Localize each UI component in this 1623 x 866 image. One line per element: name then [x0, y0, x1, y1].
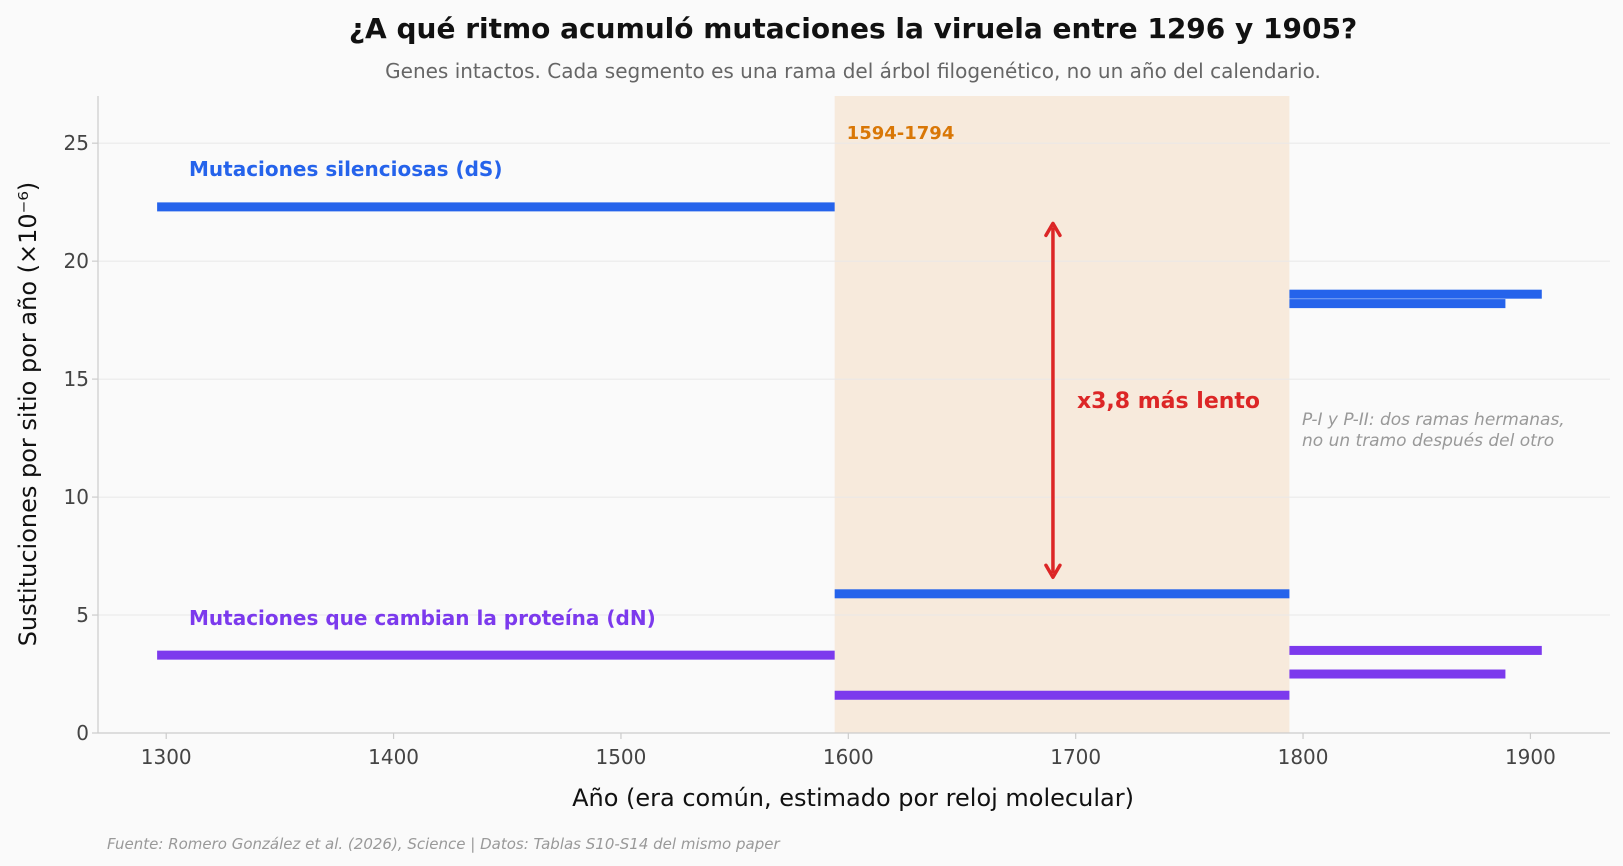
sister-branches-note-line-2: no un tramo después del otro [1302, 431, 1554, 451]
x-tick-label: 1900 [1505, 745, 1556, 769]
y-tick-label: 20 [64, 249, 89, 273]
ratio-arrow [1044, 221, 1062, 580]
x-tick-label: 1500 [595, 745, 646, 769]
y-tick-label: 10 [64, 485, 89, 509]
x-tick-label: 1800 [1278, 745, 1329, 769]
y-tick-label: 15 [64, 367, 89, 391]
grid-lines [98, 142, 1610, 616]
y-tick-label: 25 [64, 131, 89, 155]
highlight-period-label: 1594-1794 [847, 123, 955, 144]
x-tick-label: 1700 [1050, 745, 1101, 769]
series-label-ds: Mutaciones silenciosas (dS) [189, 157, 502, 181]
chart-subtitle: Genes intactos. Cada segmento es una ram… [385, 59, 1321, 83]
axis-ticks: 0 5 10 15 20 25 1300 1400 1500 1600 1700 1800 1900 [64, 131, 1556, 769]
sister-branches-note-line-1: P-I y P-II: dos ramas hermanas, [1302, 410, 1565, 430]
highlight-period-band [834, 96, 1290, 733]
chart-title: ¿A qué ritmo acumuló mutaciones la virue… [349, 12, 1357, 45]
segment-ds [1289, 299, 1506, 309]
x-tick-label: 1400 [368, 745, 419, 769]
y-tick-label: 5 [76, 603, 89, 627]
x-tick-label: 1600 [823, 745, 874, 769]
ratio-arrow-head-down [1044, 563, 1062, 580]
ratio-arrow-head-up [1044, 221, 1062, 238]
segment-ds [1289, 289, 1542, 299]
segment-dn [157, 650, 835, 660]
segment-dn [834, 690, 1290, 700]
ratio-annotation: x3,8 más lento [1077, 389, 1260, 414]
segment-dn [1289, 669, 1506, 679]
x-axis-label: Año (era común, estimado por reloj molec… [572, 784, 1134, 812]
x-tick-label: 1300 [141, 745, 192, 769]
source-note: Fuente: Romero González et al. (2026), S… [107, 835, 780, 853]
y-tick-label: 0 [76, 721, 89, 745]
segment-dn [1289, 645, 1542, 655]
y-axis-label: Sustituciones por sitio por año (×10⁻⁶) [14, 182, 42, 647]
segment-ds [834, 589, 1290, 599]
series-segments [157, 202, 1542, 700]
segment-ds [157, 202, 835, 212]
series-label-dn: Mutaciones que cambian la proteína (dN) [189, 606, 656, 630]
